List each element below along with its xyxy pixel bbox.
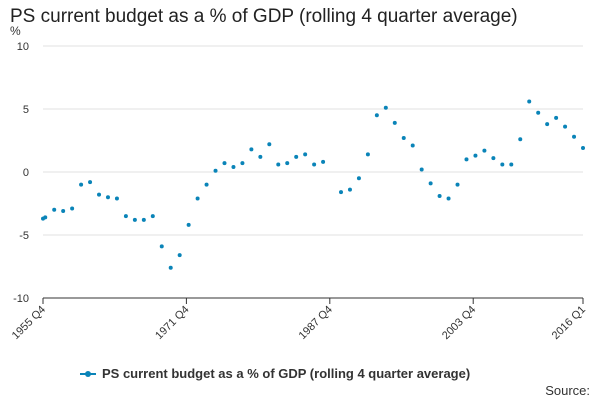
source-label: Source: [545,383,590,398]
data-point[interactable] [231,164,236,169]
data-point[interactable] [88,180,93,185]
x-tick-label: 2003 Q4 [440,304,478,342]
data-point[interactable] [491,156,496,161]
x-tick-label: 1987 Q4 [297,304,335,342]
data-point[interactable] [52,207,57,212]
data-point[interactable] [70,206,75,211]
data-point[interactable] [222,161,227,166]
data-point[interactable] [267,142,272,147]
data-point[interactable] [105,195,110,200]
data-point[interactable] [392,120,397,125]
data-point[interactable] [186,222,191,227]
chart-title: PS current budget as a % of GDP (rolling… [10,6,518,27]
data-point[interactable] [132,217,137,222]
grid-lines [43,45,583,299]
y-axis-unit-label: % [10,24,21,38]
data-point[interactable] [518,137,523,142]
data-point[interactable] [482,148,487,153]
data-point[interactable] [464,157,469,162]
x-tick-labels: 1955 Q4 1971 Q4 1987 Q4 2003 Q4 2016 Q1 [10,304,588,342]
data-point[interactable] [276,162,281,167]
y-tick-label: -5 [19,230,29,242]
data-point[interactable] [79,182,84,187]
data-point[interactable] [383,105,388,110]
y-tick-label: -10 [13,293,29,305]
data-point[interactable] [536,110,541,115]
data-point[interactable] [168,265,173,270]
data-point[interactable] [97,192,102,197]
data-point[interactable] [455,182,460,187]
data-point[interactable] [177,253,182,258]
data-point[interactable] [240,161,245,166]
data-point[interactable] [159,244,164,249]
data-point[interactable] [204,182,209,187]
data-point[interactable] [123,214,128,219]
data-point[interactable] [321,159,326,164]
data-point[interactable] [312,162,317,167]
data-point[interactable] [61,209,66,214]
data-point[interactable] [141,217,146,222]
data-point[interactable] [509,162,514,167]
legend-swatch-icon [80,369,96,379]
data-points [41,99,585,270]
data-point[interactable] [545,122,550,127]
data-point[interactable] [150,214,155,219]
y-tick-labels: -10 -5 0 5 10 [13,41,29,305]
axes [42,297,584,304]
chart-legend[interactable]: PS current budget as a % of GDP (rolling… [80,366,470,381]
data-point[interactable] [410,143,415,148]
y-tick-label: 5 [23,104,29,116]
legend-label: PS current budget as a % of GDP (rolling… [102,366,471,381]
data-point[interactable] [428,181,433,186]
data-point[interactable] [303,152,308,157]
x-tick-label: 2016 Q1 [550,304,588,342]
data-point[interactable] [285,161,290,166]
data-point[interactable] [258,154,263,159]
data-point[interactable] [294,154,299,159]
data-point[interactable] [446,196,451,201]
data-point[interactable] [401,135,406,140]
data-point[interactable] [249,147,254,152]
y-tick-label: 10 [17,41,29,53]
data-point[interactable] [374,113,379,118]
data-point[interactable] [563,124,568,129]
x-tick-label: 1971 Q4 [153,304,191,342]
data-point[interactable] [581,146,585,151]
data-point[interactable] [195,196,200,201]
data-point[interactable] [213,168,218,173]
data-point[interactable] [114,196,119,201]
data-point[interactable] [572,134,577,139]
y-tick-label: 0 [23,167,29,179]
data-point[interactable] [43,215,48,220]
data-point[interactable] [554,115,559,120]
data-point[interactable] [527,99,532,104]
x-tick-label: 1955 Q4 [10,304,48,342]
data-point[interactable] [365,152,370,157]
data-point[interactable] [339,190,344,195]
data-point[interactable] [356,176,361,181]
data-point[interactable] [500,162,505,167]
data-point[interactable] [473,153,478,158]
data-point[interactable] [347,187,352,192]
data-point[interactable] [437,193,442,198]
data-point[interactable] [419,167,424,172]
